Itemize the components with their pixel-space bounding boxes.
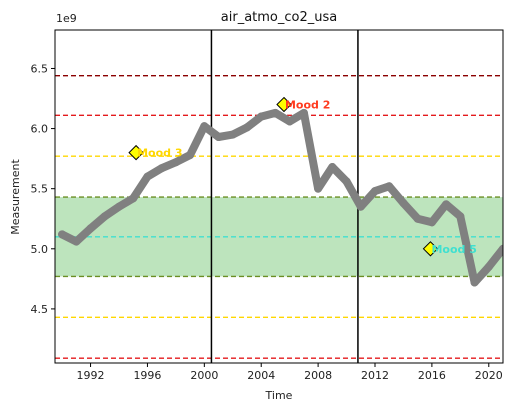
data-point [499, 244, 503, 253]
data-point [371, 187, 379, 196]
axes-frame [54, 29, 504, 364]
data-point [157, 164, 166, 173]
y-tick-label: 4.5 [31, 303, 49, 316]
annotation-marker-1 [128, 144, 144, 161]
x-tick-label: 2016 [418, 369, 446, 382]
data-point [356, 202, 365, 211]
data-point [186, 151, 195, 160]
x-tick-label: 2012 [361, 369, 389, 382]
data-point [243, 123, 251, 132]
x-tick-label: 2000 [190, 369, 218, 382]
data-point [228, 130, 237, 139]
annotation-label-2: Mood 2 [285, 99, 330, 112]
data-point [328, 163, 337, 172]
x-tick-label: 2020 [475, 369, 503, 382]
x-tick-label: 2008 [304, 369, 332, 382]
y-tick-label: 5.0 [31, 243, 49, 256]
data-point [115, 202, 123, 211]
y-tick-label: 6.5 [31, 62, 49, 75]
data-point [427, 218, 436, 227]
y-axis-label: Measurement [9, 159, 22, 235]
x-tick-label: 2004 [247, 369, 275, 382]
x-tick-label: 1996 [133, 369, 161, 382]
annotation-marker-3 [422, 241, 439, 257]
annotation-label-3: Mood 5 [431, 243, 476, 256]
data-point [299, 108, 308, 117]
y-multiplier-label: 1e9 [56, 12, 77, 25]
y-tick-label: 5.5 [31, 183, 49, 196]
data-point [257, 112, 266, 121]
data-point [58, 230, 67, 239]
data-point [214, 132, 223, 141]
x-axis-label: Time [265, 389, 293, 402]
data-point [342, 177, 351, 186]
data-point [285, 117, 294, 126]
data-point [72, 237, 81, 246]
data-point [86, 224, 95, 233]
x-tick-label: 1992 [77, 369, 105, 382]
annotation-marker-2 [276, 96, 292, 113]
data-point [100, 212, 109, 221]
annotation-label-1: Mood 3 [137, 147, 182, 160]
data-point [271, 108, 280, 117]
chart-title: air_atmo_co2_usa [221, 10, 337, 25]
data-point [399, 199, 408, 208]
data-point [470, 278, 479, 287]
data-point [171, 158, 180, 167]
data-point [314, 184, 323, 193]
data-point [143, 172, 152, 181]
data-point [484, 262, 493, 271]
data-point [413, 214, 422, 223]
data-point [129, 194, 138, 203]
data-point [200, 122, 209, 131]
plot-area: Mood 3 Mood 2 Mood 5 1992 1996 2000 2004 2008 20… [31, 29, 504, 382]
data-point [442, 200, 451, 209]
y-tick-label: 6.0 [31, 123, 49, 136]
data-point [456, 212, 465, 221]
data-point [385, 182, 394, 191]
